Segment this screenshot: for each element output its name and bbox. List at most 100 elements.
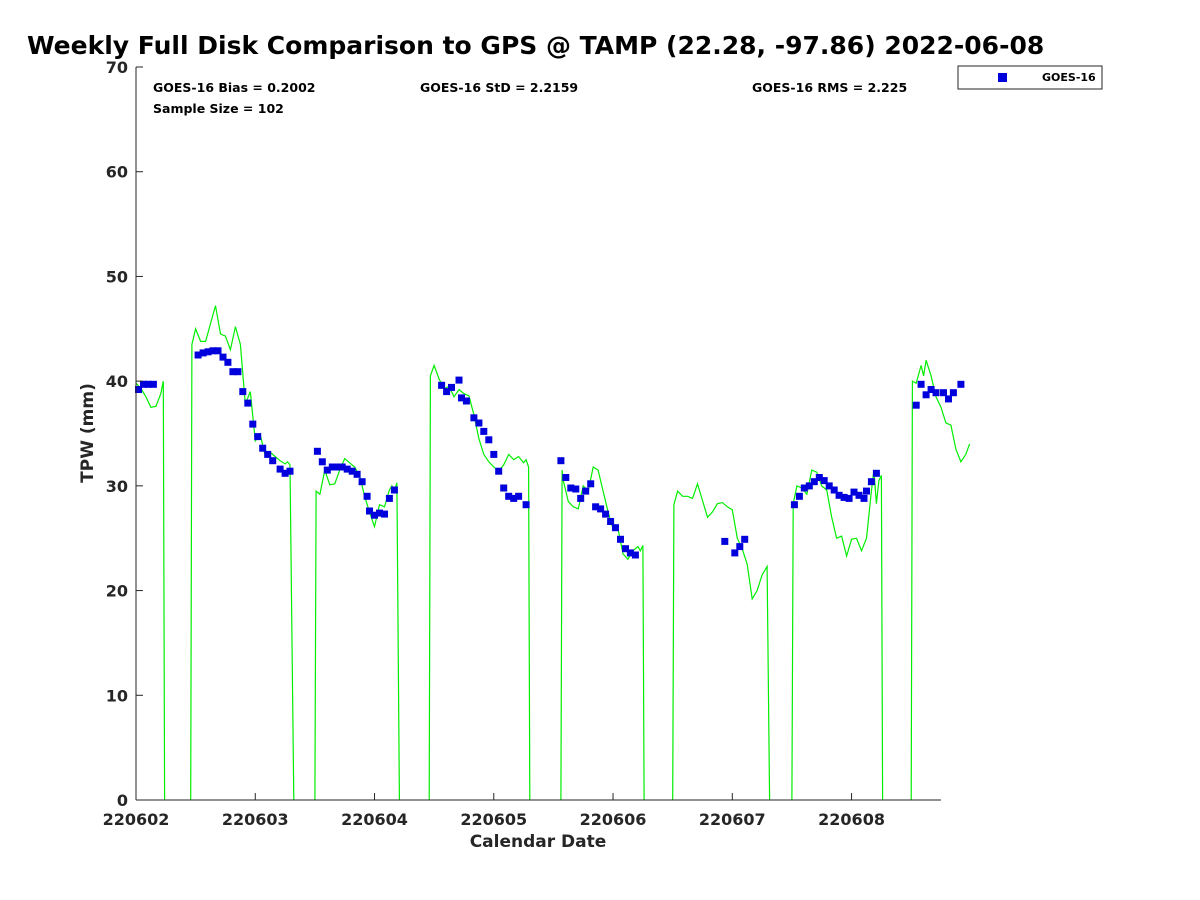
y-tick-label: 70 — [106, 58, 128, 77]
x-tick-label: 220607 — [699, 810, 766, 829]
goes-16-point — [286, 467, 294, 475]
goes-16-point — [522, 501, 530, 509]
goes-16-point — [264, 450, 272, 458]
goes-16-point-series — [135, 347, 965, 559]
legend-box — [957, 65, 1103, 90]
goes-16-point — [443, 388, 451, 396]
goes-16-point — [328, 463, 336, 471]
gps-line-segment — [910, 360, 971, 801]
goes-16-point — [254, 433, 262, 441]
goes-16-point — [448, 383, 455, 391]
goes-16-point — [825, 482, 833, 490]
std-annotation: GOES-16 StD = 2.2159 — [420, 80, 578, 95]
goes-16-point — [860, 494, 868, 502]
goes-16-point — [741, 535, 749, 543]
goes-16-point — [381, 510, 388, 518]
goes-16-point — [475, 419, 483, 427]
x-tick-label: 220604 — [341, 810, 408, 829]
y-tick-label: 20 — [106, 582, 128, 601]
goes-16-point — [805, 482, 813, 490]
goes-16-point — [149, 380, 157, 388]
goes-16-point — [917, 380, 925, 388]
goes-16-point — [144, 380, 152, 388]
sample-size-annotation: Sample Size = 102 — [153, 101, 284, 116]
legend: GOES-16 — [957, 65, 1103, 90]
goes-16-point — [631, 551, 639, 559]
goes-16-point — [731, 549, 739, 557]
goes-16-point — [194, 351, 202, 359]
legend-label-goes-16: GOES-16 — [1042, 71, 1096, 84]
goes-16-point — [510, 494, 518, 502]
goes-16-point — [371, 511, 378, 519]
goes-16-point — [815, 474, 823, 481]
x-tick-label: 220605 — [460, 810, 527, 829]
goes-16-point — [587, 480, 595, 488]
goes-16-point — [455, 376, 463, 384]
goes-16-point — [358, 478, 366, 486]
goes-16-point — [438, 381, 446, 389]
goes-16-point — [795, 492, 803, 500]
goes-16-point — [348, 467, 356, 475]
y-tick-label: 10 — [106, 686, 128, 705]
goes-16-point — [592, 503, 600, 511]
x-tick-label: 220602 — [103, 810, 170, 829]
goes-16-point — [567, 484, 575, 492]
goes-16-point — [140, 380, 147, 388]
x-axis-label: Calendar Date — [470, 832, 607, 852]
goes-16-point — [385, 494, 393, 502]
goes-16-point — [855, 491, 863, 499]
goes-16-point — [622, 545, 629, 553]
goes-16-point — [945, 395, 952, 403]
goes-16-point — [949, 389, 957, 397]
goes-16-point — [390, 486, 398, 494]
goes-16-point — [721, 537, 729, 545]
goes-16-point — [912, 401, 920, 409]
goes-16-point — [199, 349, 207, 357]
goes-16-point — [927, 386, 935, 393]
goes-16-point — [800, 484, 808, 492]
goes-16-point — [845, 494, 853, 502]
goes-16-point — [135, 386, 142, 393]
goes-16-point — [835, 491, 843, 499]
y-tick-label: 60 — [106, 163, 128, 182]
goes-16-point — [500, 484, 508, 492]
goes-16-point — [229, 368, 237, 376]
x-tick-label: 220603 — [222, 810, 289, 829]
goes-16-point — [505, 492, 513, 500]
goes-16-point — [323, 466, 331, 474]
goes-16-point — [224, 358, 232, 366]
goes-16-point — [214, 347, 222, 355]
y-axis-label: TPW (mm) — [78, 383, 98, 483]
goes-16-point — [932, 389, 940, 397]
goes-16-point — [343, 465, 351, 473]
y-tick-label: 50 — [106, 267, 128, 286]
goes-16-point — [480, 427, 488, 435]
goes-16-point — [239, 388, 247, 396]
y-ticks: 0 10 20 30 40 50 60 70 — [106, 58, 143, 810]
y-tick-label: 30 — [106, 477, 128, 496]
goes-16-point — [810, 478, 818, 486]
axes — [135, 67, 941, 801]
rms-annotation: GOES-16 RMS = 2.225 — [752, 80, 907, 95]
goes-16-point — [940, 389, 947, 397]
goes-16-point — [850, 488, 858, 496]
gps-line-segment — [672, 481, 771, 801]
goes-16-point — [269, 457, 277, 465]
goes-16-point — [234, 368, 242, 376]
goes-16-point — [281, 469, 289, 477]
goes-16-point — [617, 535, 624, 543]
bias-annotation: GOES-16 Bias = 0.2002 — [153, 80, 315, 95]
y-tick-label: 0 — [117, 791, 128, 810]
goes-16-point — [607, 518, 615, 525]
goes-16-point — [557, 457, 565, 465]
goes-16-point — [582, 487, 590, 495]
gps-line-segment — [190, 305, 295, 801]
goes-16-point — [602, 510, 610, 518]
goes-16-point — [577, 494, 585, 502]
goes-16-point — [249, 420, 257, 428]
goes-16-point — [353, 470, 361, 478]
goes-16-point — [830, 486, 838, 494]
x-tick-label: 220606 — [580, 810, 647, 829]
goes-16-point — [333, 463, 341, 471]
